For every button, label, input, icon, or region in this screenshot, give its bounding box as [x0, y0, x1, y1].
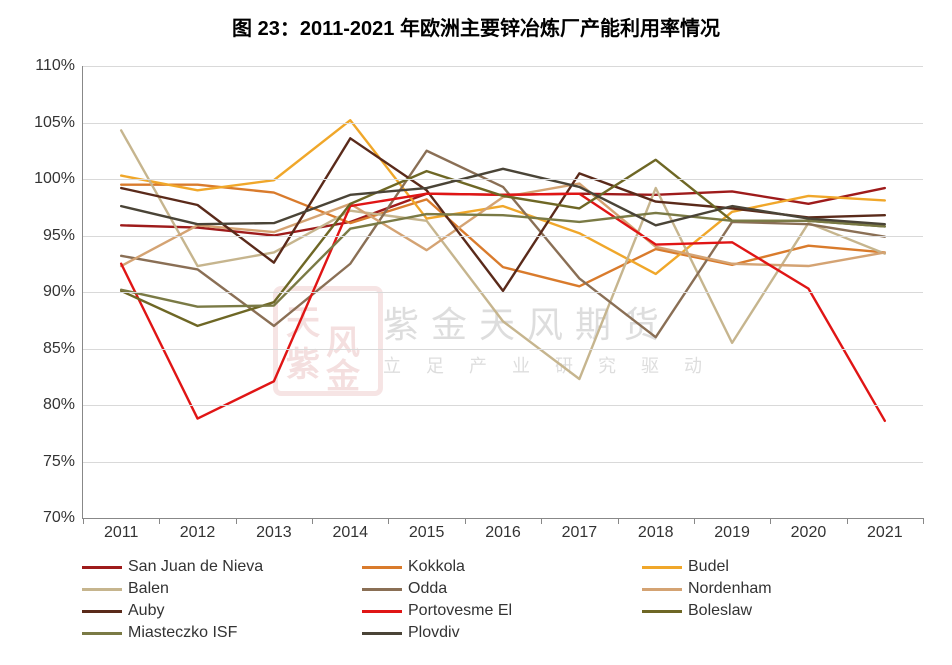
- x-tick-mark: [83, 518, 84, 524]
- legend-item: Auby: [82, 600, 362, 622]
- legend-item: San Juan de Nieva: [82, 556, 362, 578]
- y-axis-label: 70%: [43, 509, 83, 527]
- gridline: [83, 349, 923, 350]
- legend: San Juan de Nieva Kokkola Budel Balen Odda No…: [82, 556, 922, 644]
- legend-label: Odda: [408, 580, 447, 598]
- legend-item: Balen: [82, 578, 362, 600]
- x-tick-mark: [388, 518, 389, 524]
- legend-label: Kokkola: [408, 558, 465, 576]
- x-axis-label: 2019: [714, 518, 750, 542]
- y-axis-label: 110%: [35, 57, 83, 75]
- x-tick-mark: [847, 518, 848, 524]
- x-tick-mark: [694, 518, 695, 524]
- legend-swatch: [82, 588, 122, 591]
- x-axis-label: 2020: [791, 518, 827, 542]
- y-axis-label: 75%: [43, 453, 83, 471]
- x-tick-mark: [770, 518, 771, 524]
- legend-swatch: [642, 566, 682, 569]
- legend-swatch: [362, 632, 402, 635]
- legend-item: Nordenham: [642, 578, 922, 600]
- legend-label: San Juan de Nieva: [128, 558, 263, 576]
- legend-label: Nordenham: [688, 580, 772, 598]
- legend-label: Balen: [128, 580, 169, 598]
- x-axis-label: 2018: [638, 518, 674, 542]
- x-axis-label: 2013: [256, 518, 292, 542]
- legend-item: Portovesme El: [362, 600, 642, 622]
- x-axis-label: 2015: [409, 518, 445, 542]
- legend-item: Odda: [362, 578, 642, 600]
- gridline: [83, 66, 923, 67]
- chart-title: 图 23：2011-2021 年欧洲主要锌冶炼厂产能利用率情况: [0, 0, 952, 41]
- legend-label: Plovdiv: [408, 624, 460, 642]
- y-axis-label: 105%: [34, 114, 83, 132]
- x-axis-label: 2021: [867, 518, 903, 542]
- gridline: [83, 179, 923, 180]
- legend-label: Miasteczko ISF: [128, 624, 237, 642]
- gridline: [83, 123, 923, 124]
- y-axis-label: 80%: [43, 396, 83, 414]
- legend-swatch: [82, 632, 122, 635]
- legend-swatch: [642, 588, 682, 591]
- x-tick-mark: [312, 518, 313, 524]
- plot-area: 天 风 紫 金 紫金天风期货 立 足 产 业 研 究 驱 动 70%75%80%…: [82, 66, 923, 519]
- y-axis-label: 95%: [43, 227, 83, 245]
- x-tick-mark: [159, 518, 160, 524]
- x-tick-mark: [465, 518, 466, 524]
- x-tick-mark: [541, 518, 542, 524]
- legend-label: Budel: [688, 558, 729, 576]
- legend-item: Miasteczko ISF: [82, 622, 362, 644]
- y-axis-label: 85%: [43, 340, 83, 358]
- legend-item: Boleslaw: [642, 600, 922, 622]
- x-axis-label: 2011: [104, 518, 138, 542]
- y-axis-label: 100%: [34, 170, 83, 188]
- x-tick-mark: [236, 518, 237, 524]
- x-axis-label: 2017: [562, 518, 598, 542]
- legend-swatch: [82, 610, 122, 613]
- legend-item: Plovdiv: [362, 622, 642, 644]
- x-axis-label: 2016: [485, 518, 521, 542]
- y-axis-label: 90%: [43, 283, 83, 301]
- legend-label: Auby: [128, 602, 164, 620]
- x-tick-mark: [618, 518, 619, 524]
- gridline: [83, 236, 923, 237]
- legend-swatch: [642, 610, 682, 613]
- x-axis-label: 2014: [332, 518, 368, 542]
- legend-swatch: [82, 566, 122, 569]
- legend-swatch: [362, 610, 402, 613]
- gridline: [83, 462, 923, 463]
- legend-label: Portovesme El: [408, 602, 512, 620]
- legend-label: Boleslaw: [688, 602, 752, 620]
- gridline: [83, 292, 923, 293]
- gridline: [83, 405, 923, 406]
- legend-item: Kokkola: [362, 556, 642, 578]
- legend-item: Budel: [642, 556, 922, 578]
- x-axis-label: 2012: [180, 518, 216, 542]
- legend-swatch: [362, 588, 402, 591]
- x-tick-mark: [923, 518, 924, 524]
- legend-swatch: [362, 566, 402, 569]
